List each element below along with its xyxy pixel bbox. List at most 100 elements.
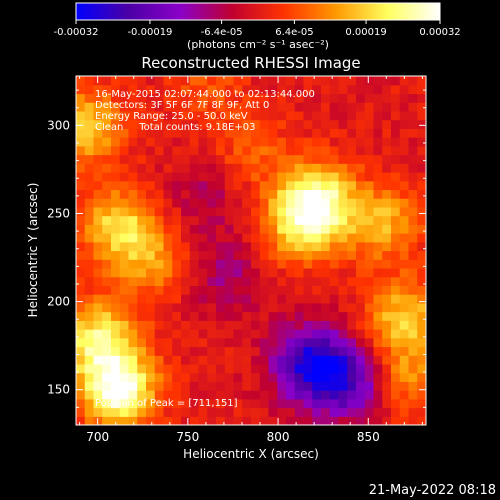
heatmap-pixel: [347, 145, 357, 156]
heatmap-pixel: [268, 233, 278, 243]
heatmap-pixel: [93, 320, 103, 330]
heatmap-pixel: [233, 407, 243, 417]
heatmap-pixel: [102, 267, 112, 278]
heatmap-pixel: [364, 259, 375, 269]
heatmap-pixel: [233, 346, 243, 356]
heatmap-pixel: [364, 250, 375, 260]
heatmap-pixel: [277, 250, 287, 260]
heatmap-pixel: [163, 76, 173, 86]
heatmap-pixel: [286, 381, 296, 391]
heatmap-pixel: [268, 241, 278, 252]
heatmap-pixel: [207, 137, 217, 147]
heatmap-pixel: [233, 76, 243, 86]
heatmap-pixel: [76, 93, 86, 103]
heatmap-pixel: [312, 180, 322, 191]
heatmap-pixel: [364, 329, 375, 339]
heatmap-pixel: [128, 390, 138, 400]
heatmap-pixel: [93, 337, 103, 348]
heatmap-pixel: [268, 250, 278, 260]
heatmap-pixel: [128, 337, 138, 348]
heatmap-pixel: [329, 198, 340, 208]
heatmap-pixel: [259, 163, 270, 173]
heatmap-pixel: [417, 154, 426, 164]
heatmap-pixel: [93, 363, 103, 374]
y-tick-label: 250: [47, 206, 70, 220]
heatmap-pixel: [146, 145, 156, 156]
heatmap-pixel: [347, 233, 357, 243]
heatmap-image: [76, 76, 426, 425]
heatmap-pixel: [84, 407, 95, 417]
heatmap-pixel: [294, 145, 305, 156]
heatmap-pixel: [207, 267, 217, 278]
heatmap-pixel: [399, 390, 410, 400]
heatmap-pixel: [338, 189, 348, 199]
heatmap-pixel: [259, 76, 270, 86]
heatmap-pixel: [364, 110, 375, 121]
heatmap-pixel: [128, 215, 138, 225]
heatmap-pixel: [259, 337, 270, 348]
heatmap-pixel: [382, 189, 392, 199]
heatmap-pixel: [93, 285, 103, 295]
heatmap-pixel: [207, 398, 217, 409]
heatmap-pixel: [259, 180, 270, 191]
heatmap-pixel: [312, 416, 322, 425]
heatmap-pixel: [417, 355, 426, 365]
heatmap-pixel: [356, 224, 366, 234]
heatmap-pixel: [303, 250, 313, 260]
heatmap-pixel: [338, 302, 348, 313]
heatmap-pixel: [321, 311, 331, 321]
heatmap-pixel: [207, 337, 217, 348]
heatmap-pixel: [102, 355, 112, 365]
heatmap-pixel: [146, 381, 156, 391]
heatmap-pixel: [338, 381, 348, 391]
heatmap-pixel: [399, 416, 410, 425]
heatmap-pixel: [321, 163, 331, 173]
heatmap-pixel: [207, 276, 217, 286]
heatmap-pixel: [399, 110, 410, 121]
heatmap-pixel: [347, 76, 357, 86]
heatmap-pixel: [242, 329, 252, 339]
heatmap-pixel: [242, 224, 252, 234]
heatmap-pixel: [417, 407, 426, 417]
heatmap-pixel: [399, 329, 410, 339]
heatmap-pixel: [329, 154, 340, 164]
heatmap-pixel: [233, 119, 243, 129]
heatmap-pixel: [373, 355, 383, 365]
heatmap-pixel: [76, 76, 86, 86]
heatmap-pixel: [76, 206, 86, 217]
heatmap-pixel: [303, 241, 313, 252]
heatmap-pixel: [224, 390, 235, 400]
heatmap-pixel: [338, 137, 348, 147]
heatmap-pixel: [373, 294, 383, 304]
heatmap-pixel: [286, 276, 296, 286]
heatmap-pixel: [408, 215, 418, 225]
heatmap-pixel: [181, 224, 191, 234]
heatmap-pixel: [286, 259, 296, 269]
heatmap-pixel: [111, 355, 121, 365]
heatmap-pixel: [233, 180, 243, 191]
heatmap-pixel: [251, 171, 261, 182]
heatmap-pixel: [224, 398, 235, 409]
heatmap-pixel: [172, 372, 182, 382]
heatmap-pixel: [233, 337, 243, 348]
heatmap-pixel: [216, 285, 226, 295]
chart-title: Reconstructed RHESSI Image: [141, 54, 360, 72]
heatmap-pixel: [137, 189, 147, 199]
heatmap-pixel: [356, 372, 366, 382]
heatmap-pixel: [119, 294, 130, 304]
heatmap-pixel: [119, 267, 130, 278]
heatmap-pixel: [373, 206, 383, 217]
heatmap-pixel: [189, 285, 200, 295]
heatmap-pixel: [76, 398, 86, 409]
heatmap-pixel: [189, 76, 200, 86]
heatmap-pixel: [111, 363, 121, 374]
heatmap-pixel: [259, 259, 270, 269]
heatmap-pixel: [391, 145, 401, 156]
heatmap-pixel: [146, 311, 156, 321]
heatmap-pixel: [251, 276, 261, 286]
heatmap-pixel: [242, 355, 252, 365]
heatmap-pixel: [391, 285, 401, 295]
heatmap-pixel: [76, 110, 86, 121]
heatmap-pixel: [137, 250, 147, 260]
heatmap-pixel: [84, 390, 95, 400]
